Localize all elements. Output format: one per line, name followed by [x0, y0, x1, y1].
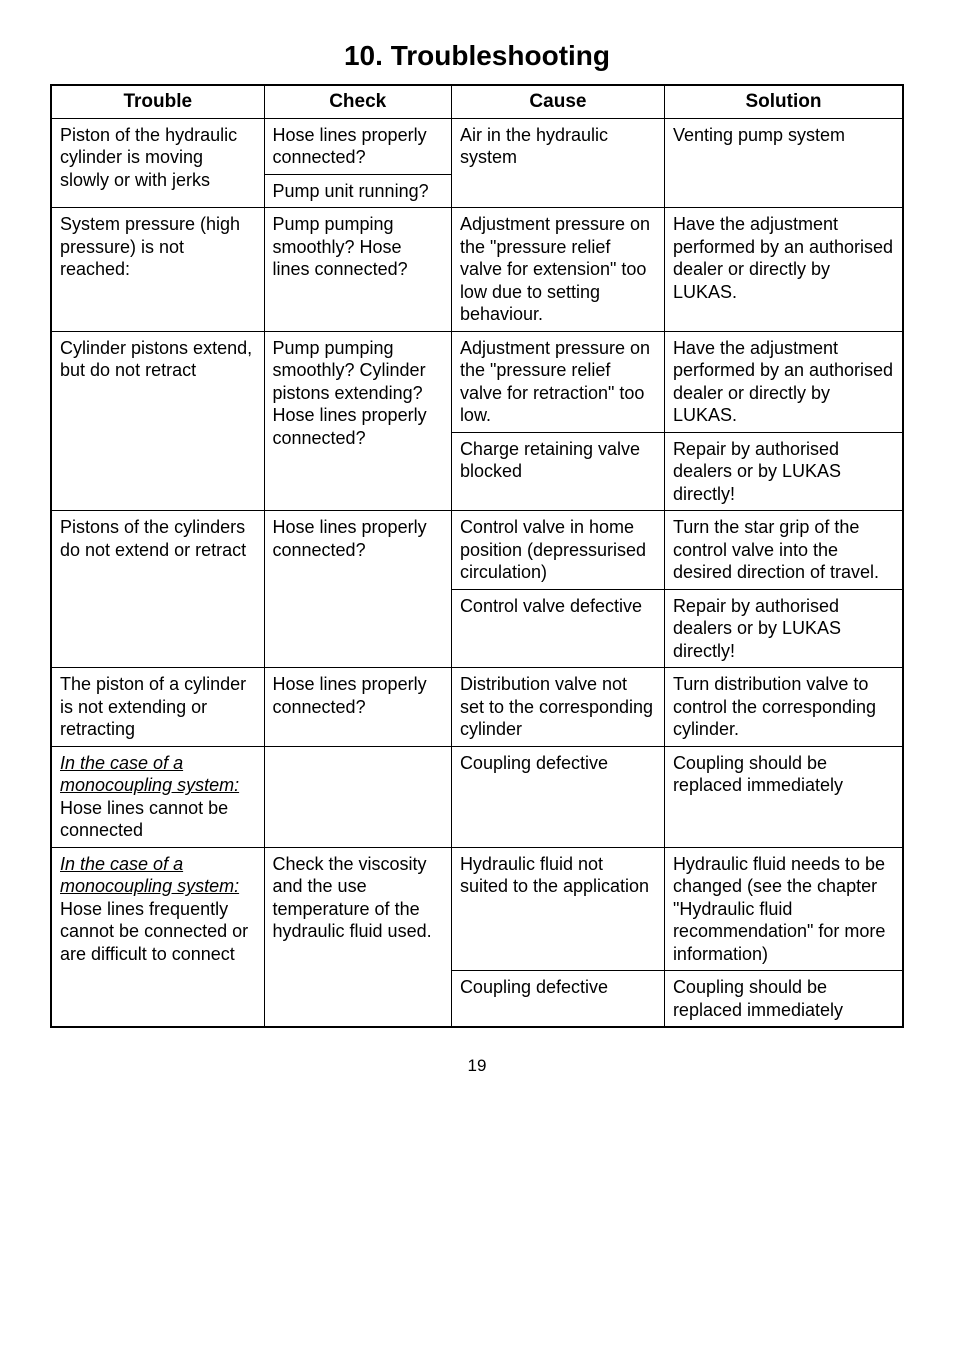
cell-solution: Repair by authorised dealers or by LUKAS…	[664, 432, 903, 511]
table-header-row: Trouble Check Cause Solution	[51, 85, 903, 118]
cell-check	[264, 746, 451, 847]
cell-cause: Control valve in home position (depressu…	[451, 511, 664, 590]
cell-cause: Charge retaining valve blocked	[451, 432, 664, 511]
table-row: Cylinder pistons extend, but do not retr…	[51, 331, 903, 432]
page-title: 10. Troubleshooting	[50, 40, 904, 72]
cell-trouble: System pressure (high pressure) is not r…	[51, 208, 264, 332]
cell-check: Pump unit running?	[264, 174, 451, 208]
cell-solution: Have the adjustment performed by an auth…	[664, 208, 903, 332]
cell-solution: Repair by authorised dealers or by LUKAS…	[664, 589, 903, 668]
header-solution: Solution	[664, 85, 903, 118]
cell-cause: Adjustment pressure on the "pressure rel…	[451, 208, 664, 332]
cell-check: Pump pumping smoothly? Cylinder pistons …	[264, 331, 451, 511]
cell-trouble: Pistons of the cylinders do not extend o…	[51, 511, 264, 668]
cell-solution: Have the adjustment performed by an auth…	[664, 331, 903, 432]
table-row: Pistons of the cylinders do not extend o…	[51, 511, 903, 590]
cell-cause: Hydraulic fluid not suited to the applic…	[451, 847, 664, 971]
cell-cause: Adjustment pressure on the "pressure rel…	[451, 331, 664, 432]
cell-solution: Turn distribution valve to control the c…	[664, 668, 903, 747]
cell-trouble: In the case of a monocoupling system: Ho…	[51, 746, 264, 847]
cell-cause: Distribution valve not set to the corres…	[451, 668, 664, 747]
troubleshooting-table: Trouble Check Cause Solution Piston of t…	[50, 84, 904, 1028]
table-row: In the case of a monocoupling system: Ho…	[51, 746, 903, 847]
cell-trouble: In the case of a monocoupling system: Ho…	[51, 847, 264, 1027]
cell-cause: Control valve defective	[451, 589, 664, 668]
cell-solution: Turn the star grip of the control valve …	[664, 511, 903, 590]
table-row: The piston of a cylinder is not extendin…	[51, 668, 903, 747]
cell-check: Hose lines properly connected?	[264, 668, 451, 747]
trouble-underline: In the case of a monocoupling system:	[60, 854, 239, 897]
cell-trouble: Cylinder pistons extend, but do not retr…	[51, 331, 264, 511]
trouble-rest: Hose lines cannot be connected	[60, 798, 228, 841]
cell-solution: Venting pump system	[664, 118, 903, 208]
trouble-rest: Hose lines frequently cannot be connecte…	[60, 899, 248, 964]
table-row: System pressure (high pressure) is not r…	[51, 208, 903, 332]
cell-cause: Coupling defective	[451, 971, 664, 1028]
cell-cause: Air in the hydraulic system	[451, 118, 664, 208]
cell-trouble: Piston of the hydraulic cylinder is movi…	[51, 118, 264, 208]
cell-trouble: The piston of a cylinder is not extendin…	[51, 668, 264, 747]
table-row: Piston of the hydraulic cylinder is movi…	[51, 118, 903, 174]
table-row: In the case of a monocoupling system: Ho…	[51, 847, 903, 971]
cell-cause: Coupling defective	[451, 746, 664, 847]
header-check: Check	[264, 85, 451, 118]
header-cause: Cause	[451, 85, 664, 118]
trouble-underline: In the case of a monocoupling system:	[60, 753, 239, 796]
cell-solution: Hydraulic fluid needs to be changed (see…	[664, 847, 903, 971]
cell-solution: Coupling should be replaced immediately	[664, 971, 903, 1028]
cell-check: Check the viscosity and the use temperat…	[264, 847, 451, 1027]
cell-check: Hose lines properly connected?	[264, 511, 451, 668]
page-number: 19	[50, 1056, 904, 1076]
header-trouble: Trouble	[51, 85, 264, 118]
cell-solution: Coupling should be replaced immediately	[664, 746, 903, 847]
cell-check: Hose lines properly connected?	[264, 118, 451, 174]
cell-check: Pump pumping smoothly? Hose lines connec…	[264, 208, 451, 332]
